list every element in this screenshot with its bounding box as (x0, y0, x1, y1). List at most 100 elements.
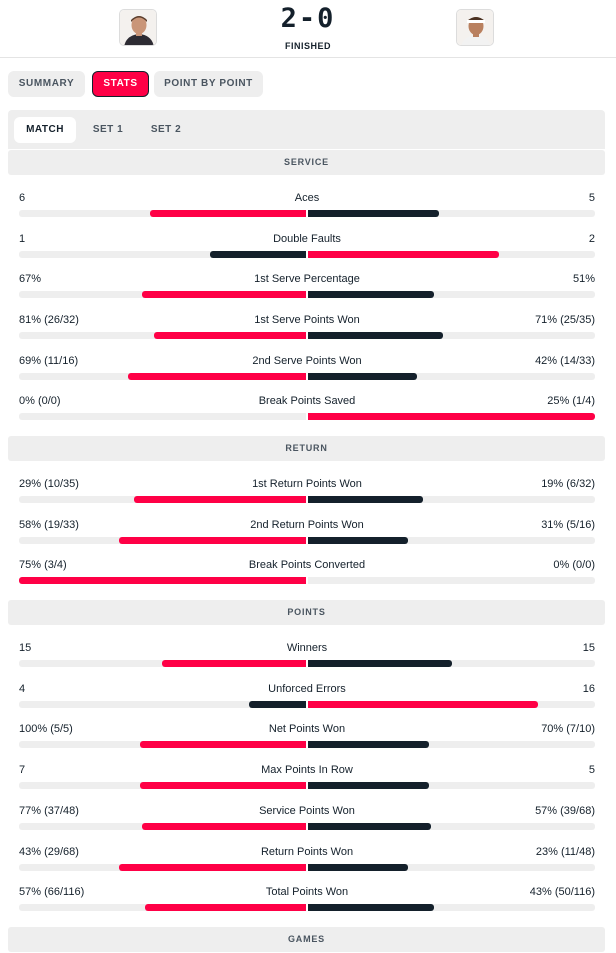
stat-name: 2nd Return Points Won (250, 519, 364, 531)
stat-away-track (308, 701, 595, 708)
stat-name: Winners (286, 642, 328, 654)
stat-away-bar (308, 291, 434, 298)
stat-home-value: 100% (5/5) (19, 723, 73, 735)
stat-home-value: 0% (0/0) (19, 395, 61, 407)
stat-away-bar (308, 864, 408, 871)
stat-home-bar (142, 291, 306, 298)
stat-away-track (308, 496, 595, 503)
tab-stats[interactable]: STATS (92, 71, 149, 97)
match-status: FINISHED (284, 41, 331, 51)
stat-away-track (308, 537, 595, 544)
section-header-games: GAMES (8, 927, 605, 952)
stat-home-track (19, 251, 306, 258)
section-header-points: POINTS (8, 600, 605, 625)
stat-away-value: 43% (50/116) (529, 886, 595, 898)
stat-home-bar (128, 373, 306, 380)
stat-row-net-points-won: 100% (5/5) Net Points Won 70% (7/10) (19, 722, 595, 748)
tab-summary[interactable]: SUMMARY (8, 71, 85, 97)
stat-name: 1st Return Points Won (252, 478, 362, 490)
stat-row-winners: 15 Winners 15 (19, 641, 595, 667)
stat-home-track (19, 373, 306, 380)
stat-away-track (308, 782, 595, 789)
stat-row-max-points-in-row: 7 Max Points In Row 5 (19, 763, 595, 789)
stat-away-track (308, 251, 595, 258)
stat-row-1st-serve-points-won: 81% (26/32) 1st Serve Points Won 71% (25/3… (19, 313, 595, 339)
stat-away-bar (308, 537, 408, 544)
stat-home-value: 75% (3/4) (19, 559, 67, 571)
away-player-avatar[interactable] (456, 9, 494, 46)
stat-away-bar (308, 782, 429, 789)
period-tabs: MATCH SET 1 SET 2 (8, 110, 605, 149)
stat-home-bar (145, 904, 306, 911)
stat-row-return-points-won: 43% (29/68) Return Points Won 23% (11/48) (19, 845, 595, 871)
stat-row-service-points-won: 77% (37/48) Service Points Won 57% (39/68) (19, 804, 595, 830)
stat-away-track (308, 823, 595, 830)
stat-home-track (19, 577, 306, 584)
stat-home-bar (150, 210, 306, 217)
stat-row-2nd-return-points-won: 58% (19/33) 2nd Return Points Won 31% (5/1… (19, 518, 595, 544)
stat-row-double-faults: 1 Double Faults 2 (19, 232, 595, 258)
stat-home-track (19, 741, 306, 748)
stat-row-total-points-won: 57% (66/116) Total Points Won 43% (50/116) (19, 885, 595, 911)
stat-away-value: 42% (14/33) (535, 355, 595, 367)
stat-away-value: 0% (0/0) (553, 559, 595, 571)
stat-home-bar (142, 823, 306, 830)
stat-home-bar (134, 496, 306, 503)
stat-home-value: 6 (19, 192, 26, 204)
stat-away-value: 2 (588, 233, 595, 245)
stat-home-value: 15 (19, 642, 32, 654)
stat-name: Break Points Saved (258, 395, 356, 407)
stat-away-track (308, 741, 595, 748)
stat-home-bar (154, 332, 306, 339)
stat-away-value: 71% (25/35) (535, 314, 595, 326)
stat-home-value: 58% (19/33) (19, 519, 79, 531)
stat-name: Net Points Won (268, 723, 346, 735)
stat-away-value: 23% (11/48) (535, 846, 595, 858)
stat-away-value: 31% (5/16) (541, 519, 595, 531)
stat-away-bar (308, 210, 439, 217)
stat-row-1st-return-points-won: 29% (10/35) 1st Return Points Won 19% (6/3… (19, 477, 595, 503)
stat-name: 1st Serve Points Won (254, 314, 360, 326)
tab-point-by-point[interactable]: POINT BY POINT (154, 71, 263, 97)
home-player-avatar[interactable] (119, 9, 157, 46)
stat-name: Service Points Won (259, 805, 355, 817)
stat-away-bar (308, 413, 595, 420)
stat-away-value: 16 (582, 683, 595, 695)
stat-home-track (19, 496, 306, 503)
stat-away-value: 51% (572, 273, 595, 285)
stat-home-track (19, 701, 306, 708)
stat-row-break-points-saved: 0% (0/0) Break Points Saved 25% (1/4) (19, 394, 595, 420)
stat-home-bar (210, 251, 306, 258)
stat-away-bar (308, 660, 452, 667)
stat-home-track (19, 413, 306, 420)
player-portrait-icon (120, 10, 156, 45)
stat-name: Return Points Won (260, 846, 354, 858)
subtab-match[interactable]: MATCH (14, 117, 76, 143)
stat-row-unforced-errors: 4 Unforced Errors 16 (19, 682, 595, 708)
subtab-set-2[interactable]: SET 2 (150, 124, 182, 135)
stat-home-bar (19, 577, 306, 584)
stat-away-track (308, 413, 595, 420)
stat-home-bar (249, 701, 306, 708)
stat-away-value: 57% (39/68) (535, 805, 595, 817)
subtab-set-1[interactable]: SET 1 (92, 124, 124, 135)
stat-name: Max Points In Row (261, 764, 353, 776)
stat-home-track (19, 904, 306, 911)
stat-away-value: 25% (1/4) (547, 395, 595, 407)
stat-name: Unforced Errors (268, 683, 346, 695)
stat-away-track (308, 210, 595, 217)
stat-home-value: 7 (19, 764, 26, 776)
stat-name: Aces (294, 192, 320, 204)
stat-away-bar (308, 904, 434, 911)
stat-home-value: 69% (11/16) (19, 355, 79, 367)
stat-row-2nd-serve-points-won: 69% (11/16) 2nd Serve Points Won 42% (14/3… (19, 354, 595, 380)
stat-away-track (308, 577, 595, 584)
stat-name: Double Faults (273, 233, 341, 245)
stat-away-bar (308, 373, 417, 380)
stat-home-track (19, 782, 306, 789)
stat-away-bar (308, 823, 431, 830)
stat-away-track (308, 332, 595, 339)
stat-row-1st-serve-percentage: 67% 1st Serve Percentage 51% (19, 272, 595, 298)
player-portrait-icon (457, 10, 493, 45)
section-header-return: RETURN (8, 436, 605, 461)
